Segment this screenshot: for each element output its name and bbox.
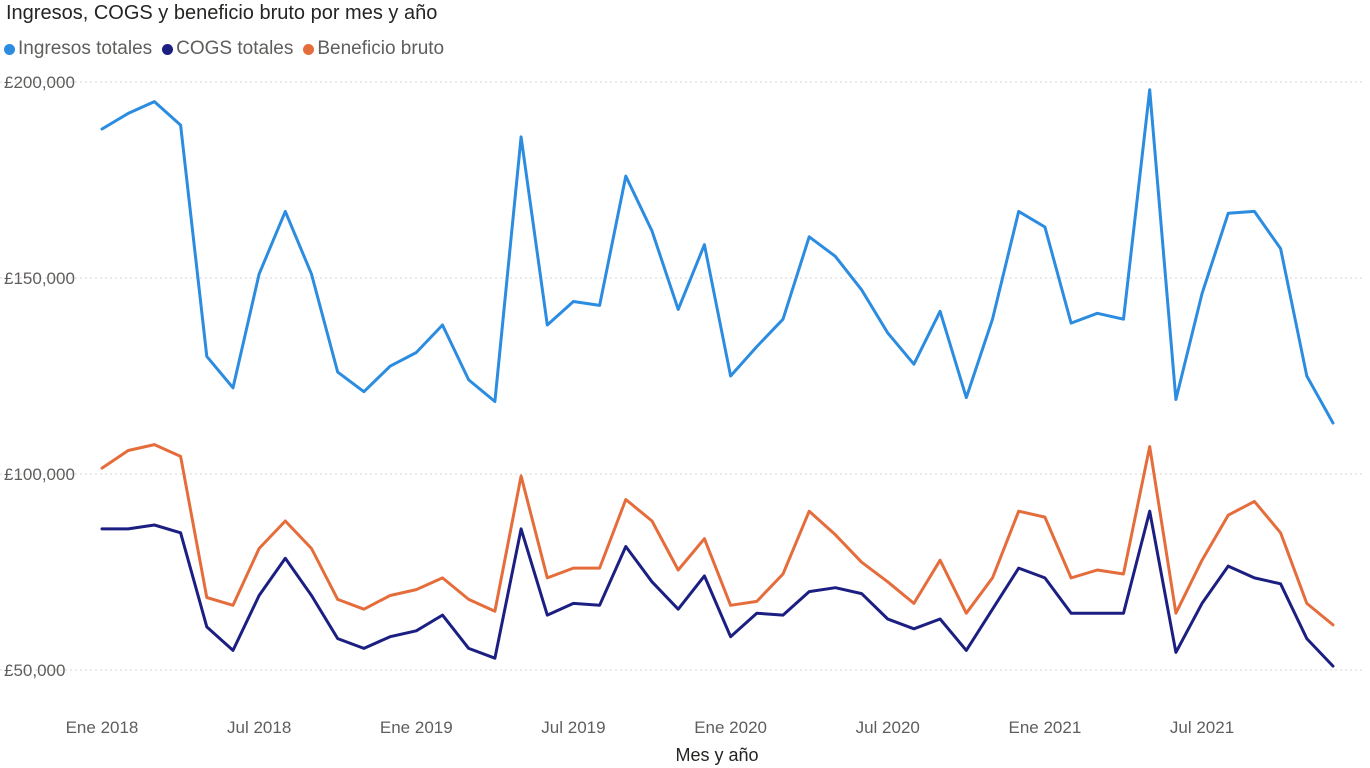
series-line-beneficio[interactable]: [100, 443, 1335, 627]
legend-marker-cogs: [162, 43, 174, 55]
x-tick-label: Ene 2021: [1008, 718, 1081, 737]
legend-item-beneficio[interactable]: Beneficio bruto: [303, 38, 444, 60]
x-tick-label: Jul 2019: [541, 718, 605, 737]
x-tick-label: Ene 2019: [380, 718, 453, 737]
legend-marker-beneficio: [303, 43, 315, 55]
legend-label-beneficio: Beneficio bruto: [317, 38, 445, 59]
plot-area[interactable]: [100, 88, 1335, 668]
gridlines: [0, 81, 1362, 671]
x-tick-label: Ene 2020: [694, 718, 767, 737]
x-tick-label: Jul 2018: [227, 718, 291, 737]
legend-marker-ingresos: [4, 43, 15, 55]
chart-title: Ingresos, COGS y beneficio bruto por mes…: [6, 2, 438, 24]
x-axis-title: Mes y año: [675, 745, 758, 765]
legend-item-cogs[interactable]: COGS totales: [162, 38, 293, 60]
legend-label-ingresos: Ingresos totales: [18, 38, 153, 59]
legend-label-cogs: COGS totales: [176, 38, 294, 59]
legend: Ingresos totales COGS totales Beneficio …: [4, 38, 454, 60]
y-axis: £50,000 £100,000 £150,000 £200,000: [4, 73, 75, 680]
x-tick-label: Ene 2018: [66, 718, 139, 737]
y-tick-label: £100,000: [4, 465, 75, 484]
x-axis: Ene 2018 Jul 2018 Ene 2019 Jul 2019 Ene 2020…: [66, 718, 1235, 737]
series-line-cogs[interactable]: [100, 509, 1335, 668]
x-tick-label: Jul 2021: [1170, 718, 1234, 737]
y-tick-label: £200,000: [4, 73, 75, 92]
series-line-ingresos[interactable]: [100, 88, 1335, 425]
y-tick-label: £50,000: [4, 661, 65, 680]
y-tick-label: £150,000: [4, 269, 75, 288]
x-tick-label: Jul 2020: [856, 718, 920, 737]
legend-item-ingresos[interactable]: Ingresos totales: [4, 38, 152, 60]
